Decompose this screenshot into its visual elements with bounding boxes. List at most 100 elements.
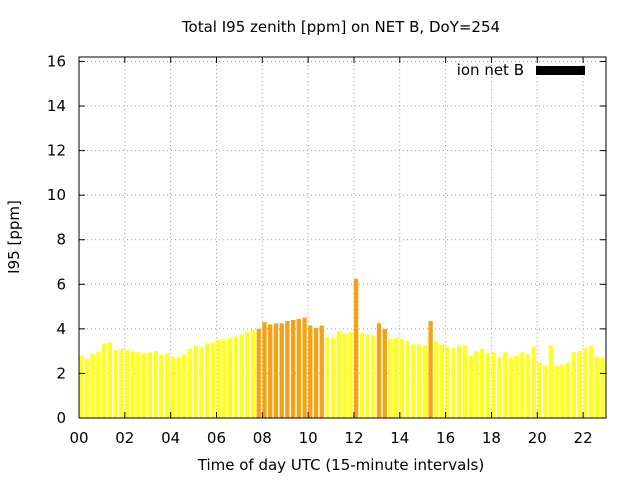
bar xyxy=(411,344,416,418)
bar xyxy=(308,325,313,418)
bar xyxy=(101,343,107,418)
bar xyxy=(90,353,95,418)
y-tick-label: 4 xyxy=(56,320,66,338)
bar xyxy=(422,345,428,418)
bar xyxy=(233,336,239,418)
bar xyxy=(193,345,198,418)
bar xyxy=(296,318,302,418)
bar xyxy=(210,342,216,418)
legend: ion net B xyxy=(457,61,585,79)
bar xyxy=(577,351,582,418)
bar xyxy=(583,347,588,418)
chart-title: Total I95 zenith [ppm] on NET B, DoY=254 xyxy=(181,18,500,36)
bar xyxy=(79,355,84,418)
legend-swatch xyxy=(536,66,585,75)
y-axis-label: I95 [ppm] xyxy=(5,200,23,274)
bar xyxy=(462,345,468,418)
bar xyxy=(491,352,496,418)
bar xyxy=(250,329,256,418)
bar xyxy=(342,333,347,418)
bar xyxy=(514,355,519,418)
bar xyxy=(153,351,158,418)
y-tick-label: 6 xyxy=(56,275,66,293)
bar xyxy=(273,323,279,418)
bar xyxy=(525,354,531,418)
bar xyxy=(159,354,164,418)
bar xyxy=(508,357,513,418)
bar xyxy=(130,351,135,418)
bar xyxy=(388,338,393,418)
x-tick-label: 08 xyxy=(253,429,272,447)
plot-area-border xyxy=(78,56,607,419)
bar xyxy=(531,346,536,418)
x-tick-label: 18 xyxy=(482,429,501,447)
bar xyxy=(245,332,250,418)
bar xyxy=(331,337,336,418)
bar xyxy=(119,348,124,418)
bar xyxy=(325,336,330,418)
bar xyxy=(170,356,176,418)
bar xyxy=(176,357,181,418)
bar xyxy=(474,351,479,418)
bar xyxy=(96,352,101,418)
bar xyxy=(199,346,204,418)
bar xyxy=(279,323,284,418)
bar xyxy=(268,324,273,418)
bar xyxy=(313,327,319,418)
grid-layer xyxy=(79,57,606,418)
bar xyxy=(537,362,542,418)
legend-label: ion net B xyxy=(457,61,524,79)
bar xyxy=(319,325,324,418)
bar xyxy=(542,365,548,418)
bar xyxy=(227,337,233,418)
bar xyxy=(565,362,571,418)
x-axis-label: Time of day UTC (15-minute intervals) xyxy=(197,456,484,474)
bar xyxy=(560,364,565,418)
y-tick-label: 10 xyxy=(47,186,66,204)
y-tick-label: 2 xyxy=(56,364,66,382)
bar xyxy=(588,345,594,418)
bar xyxy=(285,321,290,418)
bar xyxy=(445,346,450,418)
bar xyxy=(353,278,359,418)
x-tick-label: 10 xyxy=(299,429,318,447)
bar xyxy=(222,338,227,418)
x-tick-label: 20 xyxy=(528,429,547,447)
bar xyxy=(485,353,491,418)
bar xyxy=(302,317,307,418)
bar xyxy=(84,358,90,418)
bar xyxy=(359,333,365,418)
y-tick-label: 8 xyxy=(56,231,66,249)
bar xyxy=(371,335,376,418)
bar xyxy=(187,348,193,418)
bar xyxy=(571,352,576,418)
bar xyxy=(497,356,502,418)
bar xyxy=(256,328,261,418)
y-tick-label: 12 xyxy=(47,142,66,160)
bar xyxy=(205,343,210,418)
bar xyxy=(554,365,559,418)
bar xyxy=(520,352,525,418)
bar xyxy=(290,319,296,418)
bar xyxy=(142,353,147,418)
bar xyxy=(107,342,112,418)
bar xyxy=(262,322,267,418)
bar xyxy=(182,354,187,418)
bar xyxy=(468,355,473,418)
bar xyxy=(382,328,387,418)
bar xyxy=(124,350,130,418)
bar xyxy=(394,337,399,418)
bar xyxy=(479,348,485,418)
x-tick-label: 14 xyxy=(390,429,409,447)
bar xyxy=(502,352,508,418)
bar xyxy=(405,341,410,418)
x-tick-label: 16 xyxy=(436,429,455,447)
bar xyxy=(239,334,244,418)
bar xyxy=(457,345,462,418)
x-tick-label: 04 xyxy=(161,429,180,447)
bar xyxy=(376,323,382,418)
x-tick-label: 22 xyxy=(574,429,593,447)
y-tick-label: 14 xyxy=(47,97,66,115)
